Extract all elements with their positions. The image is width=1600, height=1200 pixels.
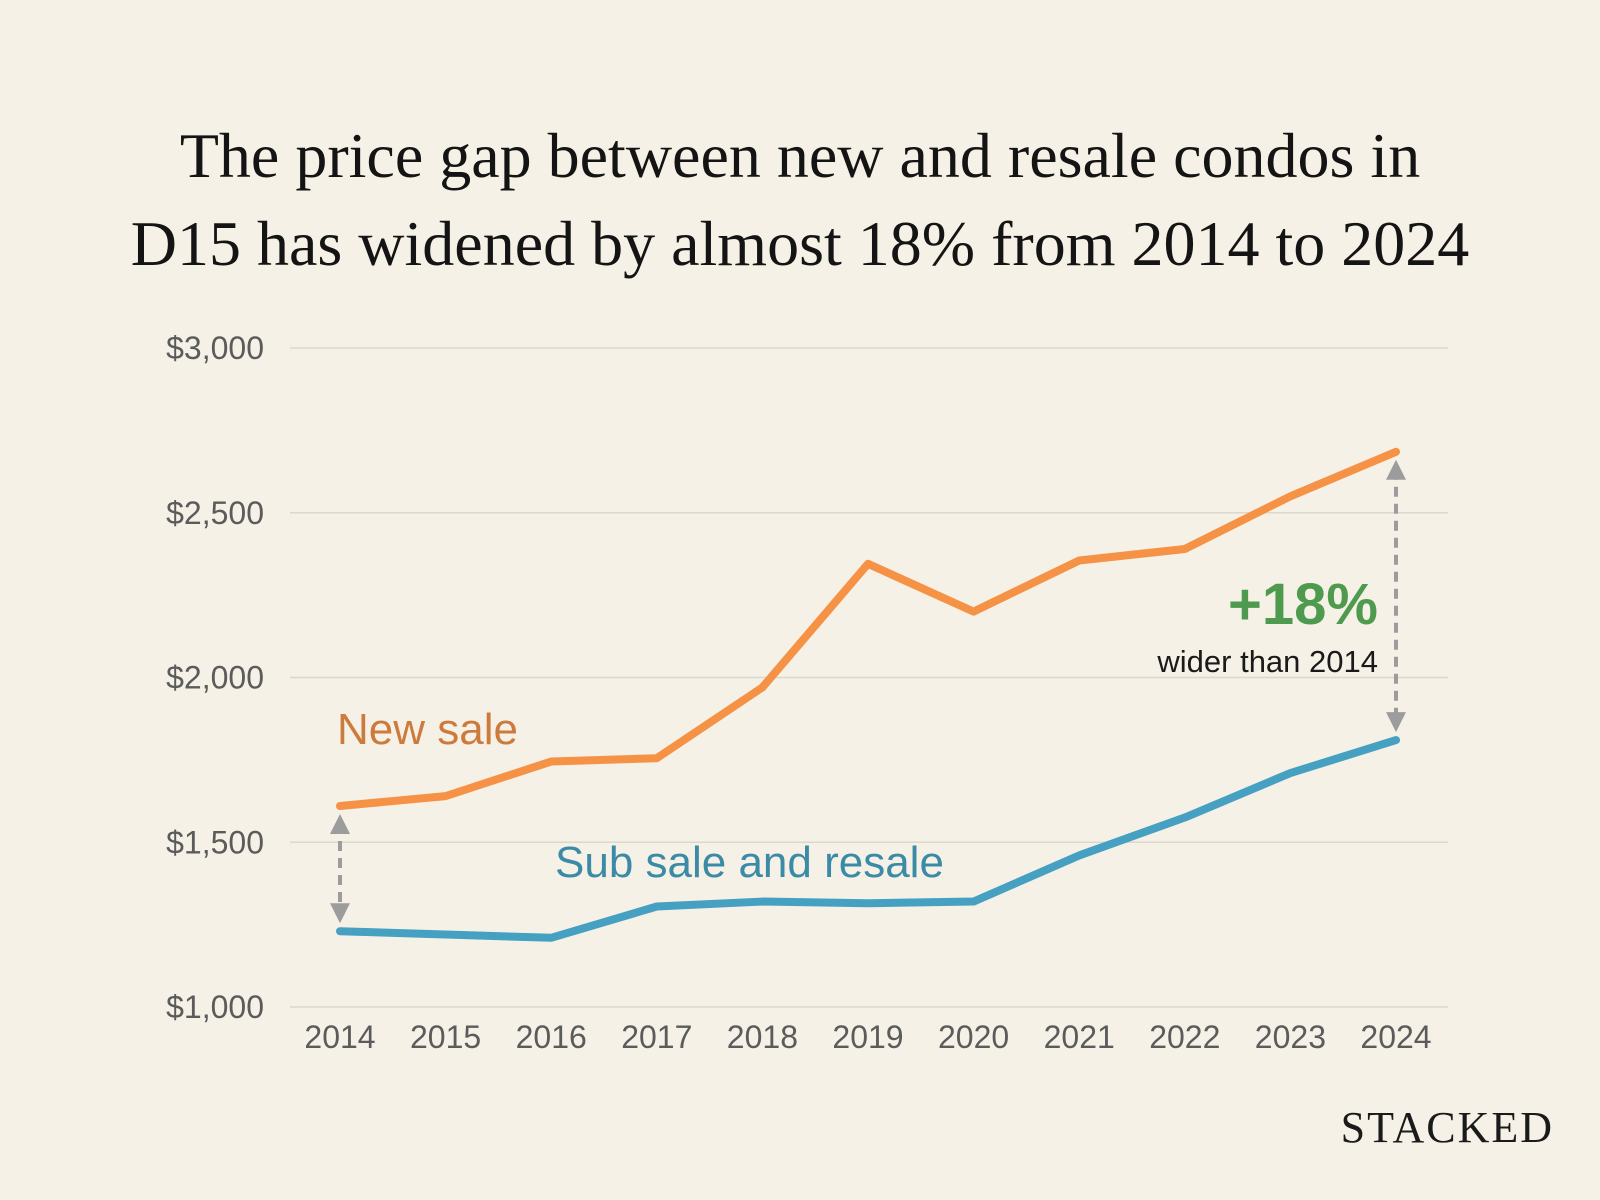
x-tick-label: 2017 (621, 1019, 692, 1055)
chart-title-line-1: The price gap between new and resale con… (179, 120, 1421, 191)
x-tick-label: 2020 (938, 1019, 1009, 1055)
gap-arrows (330, 459, 1406, 924)
y-tick-label: $2,500 (166, 495, 264, 531)
x-tick-label: 2022 (1149, 1019, 1220, 1055)
x-tick-label: 2024 (1360, 1019, 1431, 1055)
gap-increase-label: +18% (1228, 572, 1378, 637)
x-axis-ticks: 2014 2015 2016 2017 2018 2019 2020 2021 2022 2023… (304, 1019, 1431, 1055)
y-tick-label: $2,000 (166, 660, 264, 696)
x-tick-label: 2016 (516, 1019, 587, 1055)
new-sale-series-label: New sale (337, 705, 518, 754)
data-series (336, 447, 1400, 942)
x-tick-label: 2015 (410, 1019, 481, 1055)
gap-increase-subtext: wider than 2014 (1156, 644, 1378, 679)
x-tick-label: 2018 (727, 1019, 798, 1055)
x-tick-label: 2023 (1255, 1019, 1326, 1055)
y-tick-label: $1,500 (166, 824, 264, 860)
y-tick-label: $1,000 (166, 989, 264, 1025)
annotations: New sale Sub sale and resale +18% wider … (337, 572, 1378, 887)
x-tick-label: 2019 (832, 1019, 903, 1055)
chart-title-line-2: D15 has widened by almost 18% from 2014 … (130, 208, 1470, 279)
x-tick-label: 2021 (1044, 1019, 1115, 1055)
resale-series-label: Sub sale and resale (555, 838, 944, 887)
chart-title: The price gap between new and resale con… (0, 112, 1600, 288)
y-tick-label: $3,000 (166, 330, 264, 366)
y-axis-ticks: $1,000 $1,500 $2,000 $2,500 $3,000 (166, 330, 264, 1025)
x-tick-label: 2014 (304, 1019, 375, 1055)
stacked-logo: STACKED (1340, 1103, 1554, 1152)
